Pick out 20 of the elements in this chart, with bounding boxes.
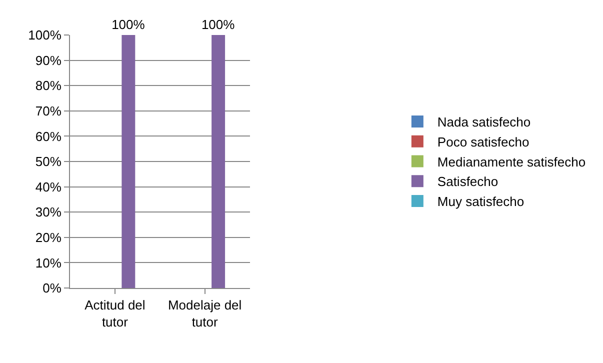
legend-label: Poco satisfecho [437, 134, 530, 150]
y-tick-label: 30% [35, 204, 62, 220]
y-tick-label: 60% [35, 128, 62, 144]
data-label: 100% [201, 17, 236, 32]
legend-label: Nada satisfecho [437, 114, 531, 130]
legend-label: Medianamente satisfecho [437, 154, 586, 170]
y-tick-label: 100% [28, 28, 62, 43]
y-tick-label: 70% [35, 103, 62, 118]
y-tick-label: 10% [35, 255, 62, 270]
y-tick-label: 80% [35, 78, 62, 94]
legend-label: Satisfecho [437, 174, 498, 190]
y-tick-label: 90% [35, 52, 62, 68]
y-tick-label: 40% [35, 179, 62, 194]
x-tick-label: Actitud del tutor [84, 298, 146, 330]
y-tick-label: 0% [42, 280, 62, 296]
y-tick-label: 50% [35, 154, 62, 170]
x-tick-label: Modelaje del tutor [168, 298, 242, 330]
legend-label: Muy satisfecho [437, 194, 524, 210]
data-label: 100% [112, 17, 146, 32]
y-tick-label: 20% [35, 230, 62, 245]
